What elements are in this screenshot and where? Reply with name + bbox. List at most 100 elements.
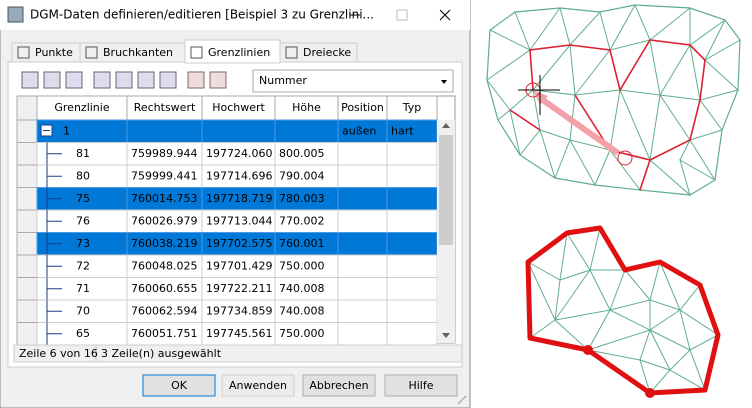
row[interactable] bbox=[37, 187, 437, 211]
row-indicator bbox=[16, 119, 38, 143]
tin-diagram-bottom bbox=[525, 225, 721, 398]
boundary-vertex bbox=[645, 388, 655, 398]
cell: 760060.655 bbox=[131, 282, 197, 295]
cell: 750.000 bbox=[279, 327, 325, 340]
status-bar bbox=[13, 344, 463, 363]
row[interactable] bbox=[37, 165, 437, 188]
tool-icon[interactable] bbox=[115, 71, 133, 89]
tab-icon bbox=[17, 46, 30, 59]
cell: 800.005 bbox=[279, 147, 325, 160]
dropdown-value: Nummer bbox=[259, 74, 307, 87]
cell: 197745.561 bbox=[206, 327, 272, 340]
button[interactable] bbox=[302, 374, 376, 397]
tool-icon[interactable] bbox=[137, 71, 155, 89]
tool-icon[interactable] bbox=[43, 71, 61, 89]
cell: 740.008 bbox=[279, 304, 325, 317]
button-label: Abbrechen bbox=[309, 379, 368, 392]
button-label: Hilfe bbox=[408, 379, 433, 392]
row[interactable] bbox=[37, 210, 437, 233]
cell: 197701.429 bbox=[206, 259, 272, 272]
row[interactable] bbox=[37, 142, 437, 166]
column-header-label: Hochwert bbox=[212, 101, 265, 114]
close[interactable] bbox=[439, 9, 451, 21]
row-indicator bbox=[16, 164, 38, 188]
cell: 750.000 bbox=[279, 259, 325, 272]
cell: 70 bbox=[76, 304, 90, 317]
button-label: Anwenden bbox=[229, 379, 287, 392]
cell: 780.003 bbox=[279, 192, 325, 205]
toolbar: Nummer bbox=[21, 69, 454, 93]
button[interactable] bbox=[142, 374, 216, 397]
window-title: DGM-Daten definieren/editieren [Beispiel… bbox=[30, 8, 374, 22]
cell: 759999.441 bbox=[131, 169, 197, 182]
tab-icon bbox=[85, 46, 98, 59]
cell: 197718.719 bbox=[206, 192, 272, 205]
row[interactable] bbox=[37, 255, 437, 278]
column-header[interactable] bbox=[36, 95, 128, 121]
tab-label: Bruchkanten bbox=[103, 46, 173, 59]
cell: 73 bbox=[76, 237, 90, 250]
button[interactable] bbox=[384, 374, 458, 397]
cell: 65 bbox=[76, 327, 90, 340]
cell: 740.008 bbox=[279, 282, 325, 295]
column-header-label: Position bbox=[341, 101, 384, 114]
cell: 197722.211 bbox=[206, 282, 272, 295]
row-indicator-header bbox=[16, 95, 38, 121]
column-header[interactable] bbox=[386, 95, 438, 121]
cell: 197734.859 bbox=[206, 304, 272, 317]
scroll-thumb[interactable] bbox=[439, 135, 453, 245]
row[interactable] bbox=[37, 120, 437, 143]
tool-icon[interactable] bbox=[159, 71, 177, 89]
tin-diagram-top bbox=[486, 3, 741, 197]
row-indicator bbox=[16, 209, 38, 233]
cell: 71 bbox=[76, 282, 90, 295]
row-indicator bbox=[16, 322, 38, 346]
column-header-label: Typ bbox=[402, 101, 422, 114]
tool-icon[interactable] bbox=[21, 71, 39, 89]
tin-edges bbox=[486, 3, 741, 197]
column-header[interactable] bbox=[126, 95, 203, 121]
tool-icon[interactable] bbox=[209, 71, 227, 89]
row[interactable] bbox=[37, 232, 437, 256]
title-bar bbox=[0, 0, 470, 30]
cell: 80 bbox=[76, 169, 90, 182]
tin-hull bbox=[486, 4, 741, 196]
tool-icon[interactable] bbox=[187, 71, 205, 89]
outer-boundary bbox=[525, 225, 721, 396]
cell: 72 bbox=[76, 259, 90, 272]
cell: hart bbox=[391, 124, 414, 137]
status-text: 3 Zeile(n) ausgewählt bbox=[101, 347, 222, 360]
cell: 75 bbox=[76, 192, 90, 205]
tool-icon[interactable] bbox=[65, 71, 83, 89]
tab-icon bbox=[285, 46, 298, 59]
cell: 760014.753 bbox=[131, 192, 197, 205]
cell: 197713.044 bbox=[206, 214, 272, 227]
cell: außen bbox=[342, 124, 376, 137]
row-indicator bbox=[16, 232, 38, 256]
cell: 760062.594 bbox=[131, 304, 197, 317]
tab[interactable] bbox=[279, 42, 358, 63]
move-arrow bbox=[538, 95, 620, 156]
dropdown[interactable] bbox=[252, 69, 454, 93]
tool-icon[interactable] bbox=[93, 71, 111, 89]
column-header[interactable] bbox=[337, 95, 388, 121]
cell: 759989.944 bbox=[131, 147, 197, 160]
tab-label: Punkte bbox=[35, 46, 73, 59]
row-indicator bbox=[16, 254, 38, 278]
cell: 790.004 bbox=[279, 169, 325, 182]
dropdown-arrow bbox=[441, 80, 447, 84]
column-header[interactable] bbox=[201, 95, 276, 121]
row[interactable] bbox=[37, 322, 437, 346]
column-header[interactable] bbox=[274, 95, 339, 121]
app-icon bbox=[7, 6, 24, 23]
column-header-label: Rechtswert bbox=[134, 101, 196, 114]
row[interactable] bbox=[37, 277, 437, 301]
column-header-label: Höhe bbox=[292, 101, 321, 114]
cell: 760.001 bbox=[279, 237, 325, 250]
row[interactable] bbox=[37, 300, 437, 323]
boundary-vertex bbox=[583, 345, 593, 355]
tab-label: Dreiecke bbox=[303, 46, 351, 59]
row-indicator bbox=[16, 299, 38, 323]
cell: 1 bbox=[63, 124, 70, 137]
